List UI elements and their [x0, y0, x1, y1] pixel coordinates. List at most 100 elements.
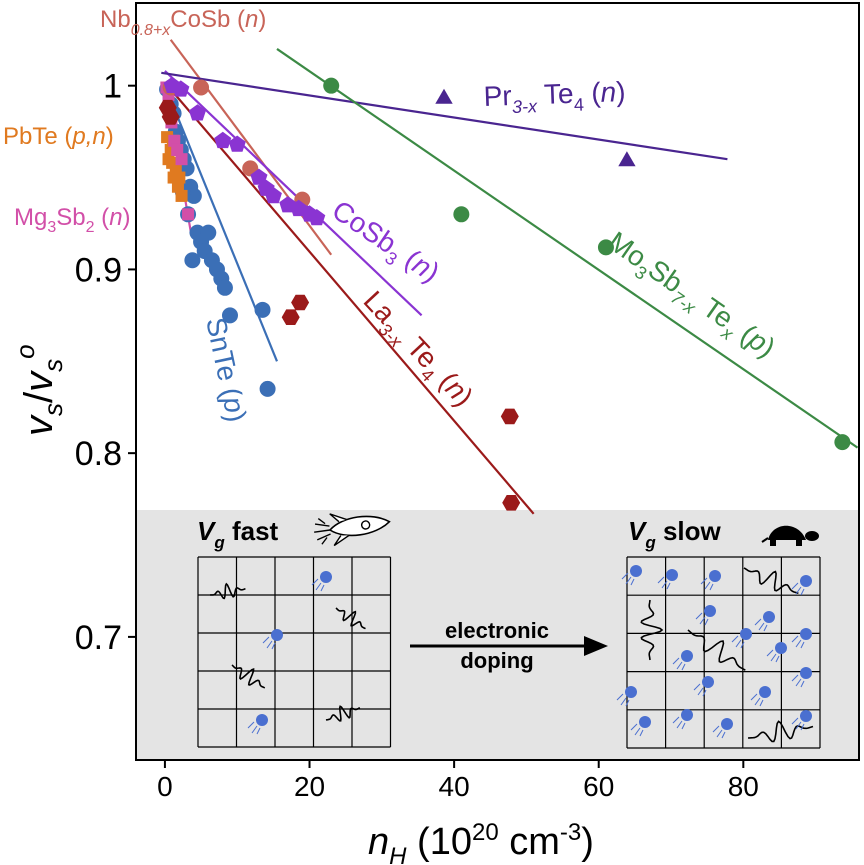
y-tick-label: 0.9 — [75, 251, 122, 289]
point-mo3sb7-xtex — [834, 434, 851, 451]
x-tick-label: 20 — [294, 771, 325, 802]
electron — [666, 569, 678, 581]
electron — [800, 628, 812, 640]
doping-arrow-head — [584, 636, 608, 656]
electrons — [247, 565, 812, 739]
point-mg3sb2 — [182, 208, 195, 221]
point-cosb3 — [228, 135, 246, 152]
point-cosb3 — [188, 104, 206, 121]
fit-line-la3-xte4 — [169, 88, 535, 515]
electron-trail — [766, 649, 780, 663]
electron — [800, 575, 812, 587]
electron-trail — [311, 578, 325, 592]
point-cosb3 — [308, 209, 326, 226]
electron — [256, 714, 268, 726]
phonon-wavepacket — [325, 705, 361, 722]
electron-trail — [712, 725, 726, 739]
electron-trail — [750, 693, 764, 707]
electron-trail — [791, 582, 805, 596]
electron-trail — [693, 683, 707, 697]
point-pbte — [169, 162, 182, 175]
electron — [704, 605, 716, 617]
point-snte — [259, 380, 276, 397]
point-mo3sb7-xtex — [597, 239, 614, 256]
label-pbte: PbTe (p,n) — [3, 123, 114, 150]
x-axis-label: nH (1020 cm-3) — [368, 819, 594, 865]
ticks: 0 20 40 60 80 0.7 0.8 0.9 1 — [75, 68, 759, 802]
point-cosb3 — [250, 168, 268, 185]
electron-trail — [672, 716, 686, 730]
point-snte — [221, 307, 238, 324]
point-nb0-8-xcosb — [193, 79, 210, 96]
label-prte4: Pr3-x Te4 (n) — [483, 76, 626, 118]
point-cosb3 — [214, 131, 232, 149]
x-tick-label: 0 — [157, 771, 173, 802]
electron — [630, 565, 642, 577]
electron — [320, 571, 332, 583]
phonon-wavepacket — [743, 567, 799, 595]
slow-v-label: Vg slow — [628, 516, 722, 552]
data-points — [158, 76, 851, 511]
electron — [709, 570, 721, 582]
electron — [763, 611, 775, 623]
electron — [625, 686, 637, 698]
y-tick-label: 1 — [103, 68, 122, 106]
electron — [721, 718, 733, 730]
fit-line-mo3sb7-xtex — [276, 48, 859, 449]
electron — [759, 686, 771, 698]
point-pbte — [171, 180, 184, 193]
point-mg3sb2 — [175, 153, 188, 166]
x-tick-label: 80 — [728, 771, 759, 802]
electron — [639, 716, 651, 728]
electron — [775, 642, 787, 654]
point-mo3sb7-xtex — [453, 206, 470, 223]
point-cosb3 — [264, 186, 282, 204]
electron-trail — [700, 577, 714, 591]
point-snte — [184, 252, 201, 269]
label-mg3sb2: Mg3Sb2 (n) — [14, 204, 131, 236]
point-snte — [200, 224, 217, 241]
label-late4: La3-x Te4 (n) — [353, 285, 479, 416]
electron-trail — [695, 612, 709, 626]
label-mosbte: Mo3Sb7-x Tex (p) — [599, 226, 781, 369]
plot-frame — [135, 2, 860, 761]
fit-line-nb0-8-xcosb — [169, 39, 333, 256]
label-snte: SnTe (p) — [200, 315, 252, 425]
point-la3-xte4 — [502, 495, 521, 511]
rocket-icon — [314, 513, 391, 547]
electron-trail — [672, 657, 686, 671]
fast-v-label: Vg fast — [197, 516, 279, 552]
electron-trail — [791, 635, 805, 649]
electron — [800, 667, 812, 679]
fast-lattice-grid — [197, 556, 392, 748]
slow-lattice-grid — [626, 556, 821, 749]
point-snte — [254, 301, 271, 318]
point-la3-xte4 — [281, 309, 300, 325]
point-snte — [216, 279, 233, 296]
electron-trail — [791, 717, 805, 731]
electron-trail — [754, 618, 768, 632]
electron — [702, 676, 714, 688]
electron-trail — [621, 572, 635, 586]
electron-trail — [657, 576, 671, 590]
phonon-wavepacket — [687, 629, 746, 671]
electron — [681, 650, 693, 662]
y-tick-label: 0.8 — [75, 435, 122, 473]
x-tick-label: 40 — [439, 771, 470, 802]
electron-trail — [262, 636, 276, 650]
inset-schematic: Vg fast Vg slow electronic doping — [197, 513, 821, 749]
phonon-wavepacket — [640, 599, 664, 661]
x-tick-label: 60 — [583, 771, 614, 802]
arrow-label-line2: doping — [460, 648, 533, 673]
point-pr3-xte4 — [618, 151, 636, 167]
phonon-wavepacket — [209, 582, 246, 600]
fit-line-pr3-xte4 — [161, 71, 728, 161]
electron-trail — [616, 693, 630, 707]
point-mg3sb2 — [171, 143, 184, 156]
electron-trail — [630, 723, 644, 737]
electron — [800, 710, 812, 722]
point-pbte — [173, 171, 186, 184]
point-mo3sb7-xtex — [323, 77, 340, 94]
point-mg3sb2 — [168, 134, 181, 147]
point-cosb3 — [172, 80, 190, 97]
